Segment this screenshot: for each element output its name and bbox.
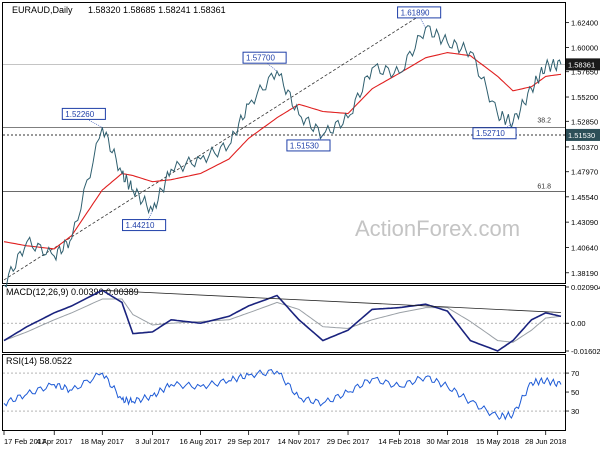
rsi-line: [3, 369, 562, 421]
rsi-axis-label: 50: [571, 388, 579, 397]
rsi-header: RSI(14) 58.0522: [6, 356, 72, 366]
x-axis-label: 28 Jun 2018: [525, 437, 566, 446]
support-price-badge: [566, 128, 600, 141]
chart-header-symbol: EURAUD,Daily: [12, 5, 73, 15]
x-axis-label: 14 Feb 2018: [378, 437, 420, 446]
fib-label-61-8: 61.8: [537, 183, 551, 190]
macd-axis-label: 0.020904: [571, 283, 600, 292]
macd-signal-line: [3, 298, 562, 343]
annotation-badge-box: [397, 6, 442, 19]
macd-header: MACD(12,26,9) 0.00396 0.00389: [6, 287, 139, 297]
current-price-badge: [566, 58, 600, 71]
annotation-badge-box: [122, 219, 167, 232]
price-axis-label: 1.47970: [571, 168, 598, 177]
price-axis-label: 1.60000: [571, 43, 598, 52]
annotation-badge-box: [61, 107, 106, 120]
annotation-badge-label: 1.61890: [401, 8, 430, 17]
price-axis-label: 1.38190: [571, 269, 598, 278]
x-axis-label: 30 Mar 2018: [426, 437, 468, 446]
annotation-badge-box: [472, 127, 517, 140]
price-panel-frame: [2, 2, 566, 284]
ema-line: [3, 52, 562, 250]
annotation-leader: [83, 117, 103, 128]
watermark: ActionForex.com: [355, 216, 520, 241]
macd-line: [3, 289, 562, 352]
annotation-badge-label: 1.44210: [126, 221, 155, 230]
annotation-badge-label: 1.57700: [246, 54, 275, 63]
price-axis-label: 1.40640: [571, 243, 598, 252]
price-line: [3, 25, 562, 288]
annotation-badge-box: [242, 51, 287, 64]
macd-panel-frame: [2, 285, 566, 353]
macd-axis-label: 0.00: [571, 319, 586, 328]
price-axis-label: 1.52850: [571, 117, 598, 126]
price-axis-label: 1.55200: [571, 93, 598, 102]
rsi-axis-label: 30: [571, 407, 579, 416]
x-axis-label: 29 Dec 2017: [327, 437, 370, 446]
current-price-label: 1.58361: [568, 60, 595, 69]
dynamic-layer: 38.2 61.8 1.62400 1.60000 1.57650 1.55200 1.52…: [3, 6, 600, 446]
x-axis-label: 15 May 2018: [476, 437, 519, 446]
x-axis-label: 29 Sep 2017: [227, 437, 270, 446]
annotation-leader: [143, 210, 153, 229]
x-axis-label: 14 Nov 2017: [278, 437, 321, 446]
price-axis-label: 1.57650: [571, 68, 598, 77]
support-price-label: 1.51530: [568, 131, 595, 140]
chart-header-ohlc: 1.58320 1.58685 1.58241 1.58361: [88, 5, 226, 15]
price-axis-label: 1.50370: [571, 143, 598, 152]
annotation-badge-label: 1.52260: [65, 110, 94, 119]
annotation-badge-box: [286, 139, 331, 152]
rsi-panel-frame: [2, 354, 566, 431]
x-axis-label: 4 Apr 2017: [36, 437, 72, 446]
x-axis-label: 16 Aug 2017: [180, 437, 222, 446]
annotation-badge-label: 1.52710: [476, 129, 505, 138]
macd-trendline: [102, 289, 562, 313]
price-axis-label: 1.62400: [571, 19, 598, 28]
fib-label-38-2: 38.2: [537, 117, 551, 124]
price-axis-label: 1.45540: [571, 193, 598, 202]
price-axis-label: 1.43090: [571, 218, 598, 227]
x-axis-label: 3 Jul 2017: [135, 437, 170, 446]
rsi-axis-label: 70: [571, 369, 579, 378]
x-axis-label: 17 Feb 2017: [4, 437, 46, 446]
x-axis-label: 18 May 2017: [81, 437, 124, 446]
macd-axis-label: -0.016023: [571, 347, 600, 356]
annotation-badge-label: 1.51530: [290, 141, 319, 150]
trendline-lower: [3, 7, 432, 281]
